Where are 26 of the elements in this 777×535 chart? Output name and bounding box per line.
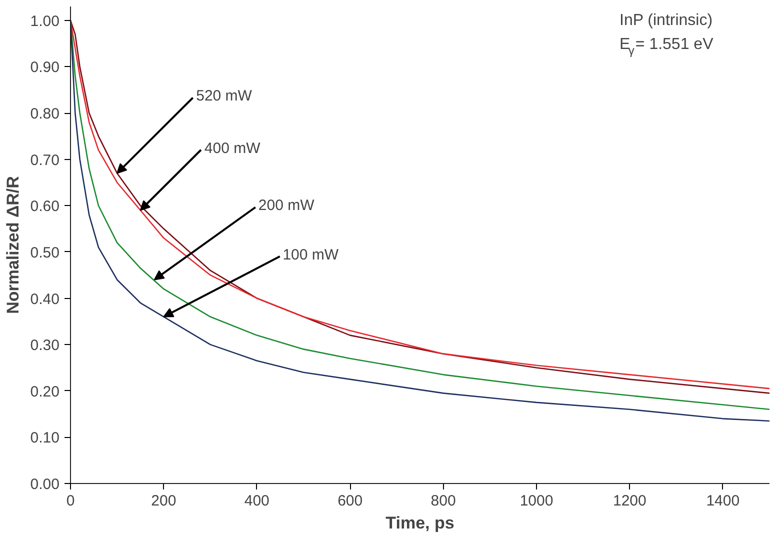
x-tick-label: 200 [151, 492, 176, 510]
x-tick-label: 1000 [520, 492, 554, 510]
x-tick-label: 1400 [706, 492, 740, 510]
x-axis-title: Time, ps [386, 514, 454, 532]
y-tick-label: 0.90 [30, 59, 60, 76]
y-tick-label: 0.70 [30, 152, 60, 169]
y-tick-label: 0.00 [30, 476, 60, 493]
y-tick-label: 0.20 [30, 383, 60, 400]
y-tick-label: 0.40 [30, 290, 60, 308]
x-tick-label: 800 [430, 492, 456, 510]
y-tick-label: 0.30 [30, 337, 60, 354]
y-tick-label: 1.00 [30, 12, 60, 30]
annotation: InP (intrinsic) [620, 12, 713, 29]
annotation: 520 mW [196, 88, 253, 105]
annotation: 200 mW [258, 197, 316, 214]
y-tick-label: 0.50 [30, 244, 60, 262]
annotation: 400 mW [204, 140, 262, 157]
x-tick-label: 400 [244, 492, 270, 510]
y-tick-label: 0.80 [30, 106, 60, 123]
y-axis-title: Normalized ΔR/R [3, 176, 22, 314]
y-tick-label: 0.10 [30, 430, 60, 447]
x-tick-label: 1200 [613, 492, 646, 510]
x-tick-label: 600 [338, 492, 363, 510]
y-tick-label: 0.60 [30, 198, 60, 216]
x-tick-label: 0 [66, 492, 75, 510]
annotation: 100 mW [282, 246, 340, 264]
